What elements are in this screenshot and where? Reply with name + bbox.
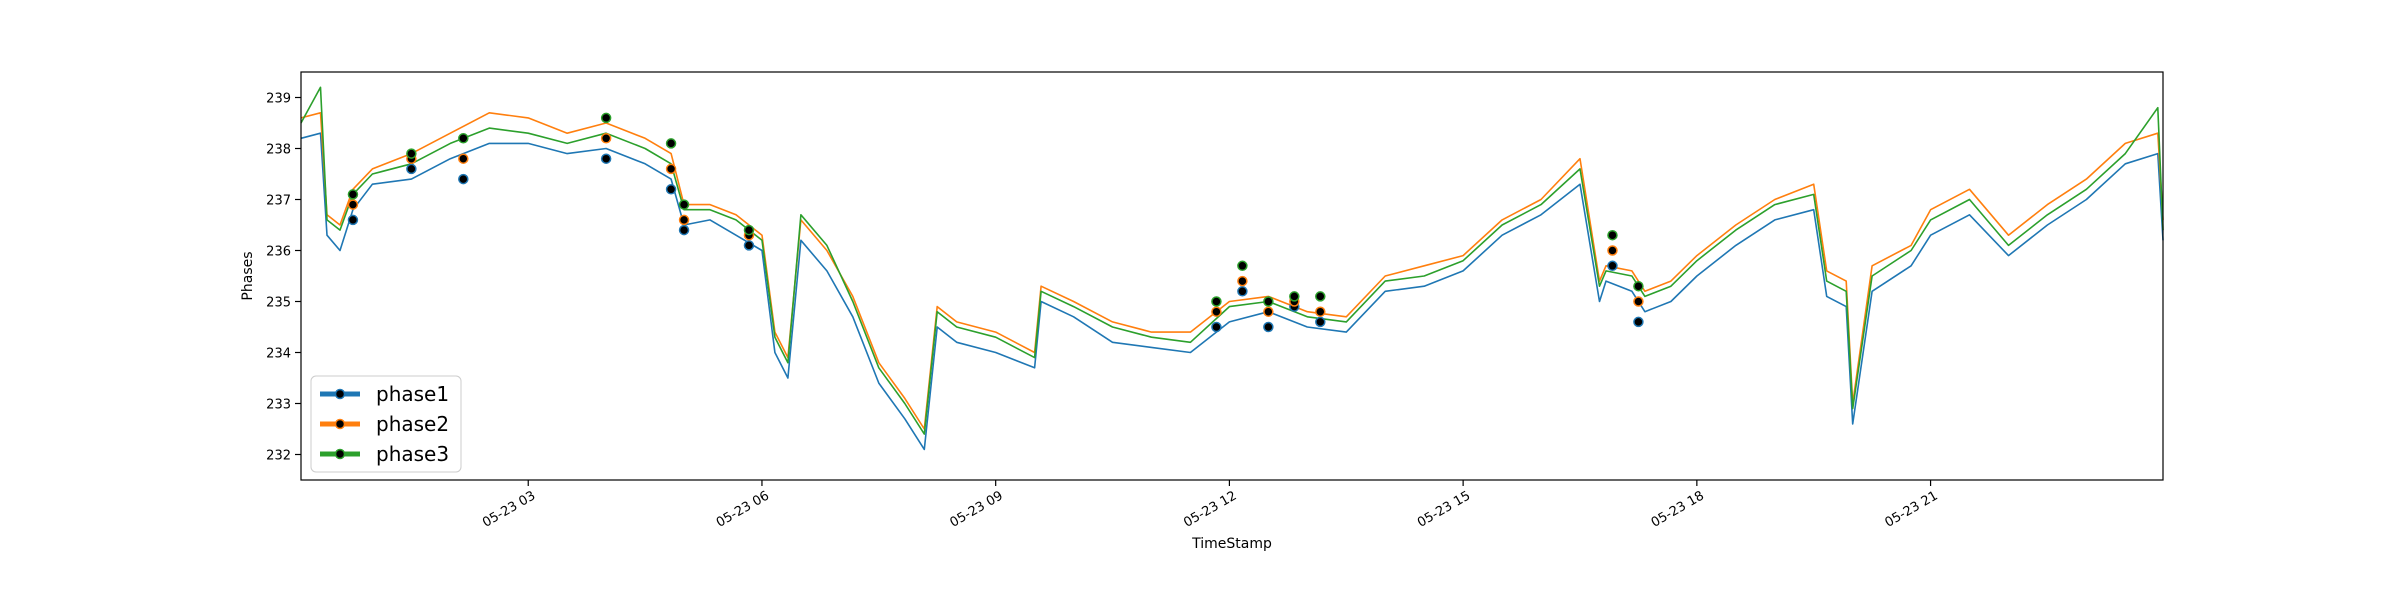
marker-point	[1633, 296, 1644, 307]
marker-point	[665, 138, 677, 149]
marker-point	[678, 224, 690, 236]
marker-point	[1211, 296, 1222, 307]
marker-point	[1263, 296, 1274, 307]
marker-point	[406, 163, 417, 175]
y-tick-label: 232	[266, 449, 291, 464]
marker-point	[1237, 286, 1248, 297]
marker-point	[1607, 229, 1618, 241]
legend-marker	[334, 448, 346, 460]
marker-point	[1633, 280, 1644, 292]
x-tick-label: 05-23 06	[714, 488, 772, 530]
marker-point	[458, 133, 469, 144]
marker-point	[1633, 316, 1644, 328]
legend: phase1 phase2 phase3	[310, 375, 462, 473]
y-tick-label: 238	[266, 143, 291, 158]
plot-frame	[300, 71, 2164, 481]
x-tick-label: 05-23 15	[1415, 488, 1473, 530]
series-line-phase3	[300, 86, 2164, 435]
marker-point	[743, 224, 755, 236]
legend-label: phase2	[376, 412, 449, 436]
marker-point	[1263, 321, 1274, 333]
series-line-phase1	[300, 132, 2164, 451]
marker-point	[1211, 321, 1222, 333]
marker-point	[1607, 260, 1618, 272]
marker-point	[1315, 291, 1326, 302]
marker-point	[406, 148, 417, 159]
marker-point	[1289, 291, 1300, 302]
y-tick-label: 237	[266, 194, 291, 209]
x-axis: 05-23 03 05-23 06 05-23 09 05-23 12 05-23 15…	[480, 480, 1941, 531]
marker-point	[665, 184, 677, 195]
x-tick-label: 05-23 09	[948, 488, 1006, 530]
legend-label: phase3	[376, 442, 449, 466]
marker-point	[347, 214, 359, 226]
y-tick-label: 236	[266, 245, 291, 260]
x-tick-label: 05-23 18	[1649, 488, 1707, 530]
series-line-phase2	[300, 112, 2164, 430]
marker-point	[1607, 245, 1618, 256]
marker-point	[1263, 306, 1274, 317]
x-tick-label: 05-23 21	[1882, 488, 1940, 530]
marker-point	[347, 189, 359, 200]
legend-box	[310, 375, 462, 473]
marker-point	[600, 112, 612, 124]
marker-point	[1315, 316, 1326, 328]
marker-point	[458, 153, 469, 164]
marker-point	[347, 199, 359, 210]
legend-marker	[334, 418, 346, 430]
y-tick-label: 235	[266, 296, 291, 311]
y-axis-label: Phases	[240, 251, 256, 300]
x-tick-label: 05-23 12	[1181, 488, 1239, 530]
x-axis-label: TimeStamp	[1191, 536, 1272, 552]
marker-point	[1211, 306, 1222, 317]
y-tick-label: 233	[266, 398, 291, 413]
series-layer	[300, 86, 2164, 451]
marker-point	[665, 163, 677, 175]
marker-point	[600, 153, 612, 164]
marker-point	[743, 240, 755, 251]
legend-marker	[334, 388, 346, 400]
marker-point	[1237, 260, 1248, 272]
y-tick-label: 239	[266, 92, 291, 107]
marker-point	[458, 173, 469, 185]
marker-point	[1237, 275, 1248, 287]
marker-point	[600, 133, 612, 144]
y-tick-label: 234	[266, 347, 291, 362]
marker-point	[678, 199, 690, 210]
legend-label: phase1	[376, 382, 449, 406]
y-axis: 232 233 234 235 236 237 238 239	[266, 92, 301, 464]
x-tick-label: 05-23 03	[480, 488, 538, 530]
marker-layer	[347, 112, 1644, 333]
marker-point	[678, 214, 690, 226]
marker-point	[1315, 306, 1326, 317]
